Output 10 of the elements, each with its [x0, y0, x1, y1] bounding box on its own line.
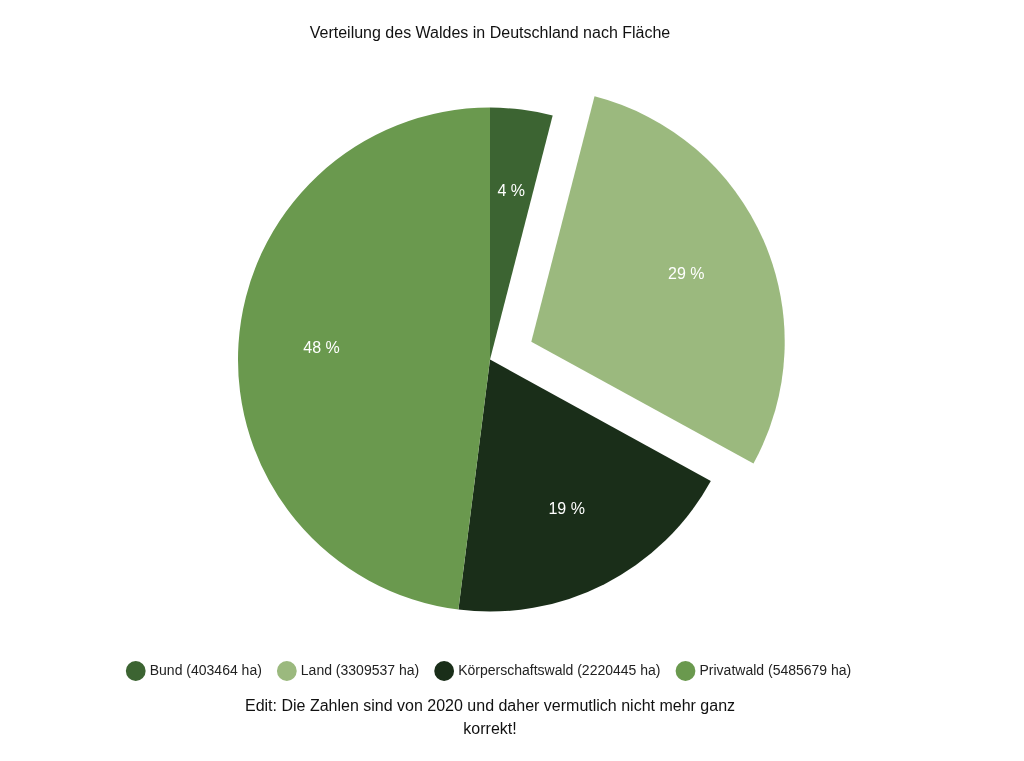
legend-label: Körperschaftswald (2220445 ha) — [458, 661, 661, 678]
legend-label: Land (3309537 ha) — [300, 661, 420, 678]
legend-label: Privatwald (5485679 ha) — [699, 661, 852, 678]
data-label: 29 % — [668, 265, 705, 283]
legend-label: Bund (403464 ha) — [149, 661, 262, 678]
data-label: 19 % — [548, 500, 585, 518]
data-label: 4 % — [497, 182, 525, 200]
text: Edit: Die Zahlen sind von 2020 und daher vermutlich nicht mehr ganz korrekt! — [243, 696, 737, 739]
chart-title: Verteilung des Waldes in Deutschland nach Fläche — [309, 24, 671, 42]
data-label: 48 % — [303, 339, 340, 357]
